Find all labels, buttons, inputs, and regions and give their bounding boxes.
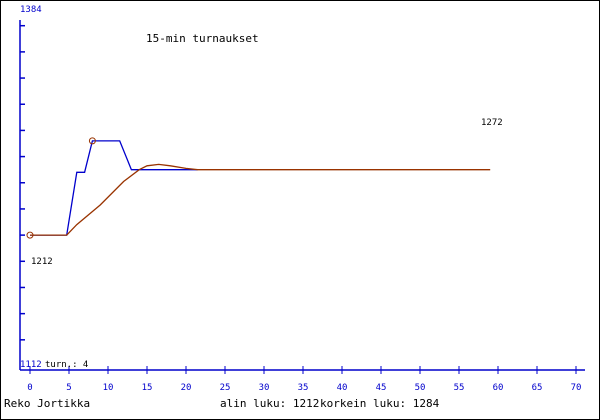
y-top-label: 1384	[20, 5, 42, 15]
chart-title: 15-min turnaukset	[146, 32, 259, 45]
x-tick-label: 0	[27, 383, 32, 393]
data-marker	[88, 137, 96, 145]
x-tick-label: 40	[337, 383, 348, 393]
x-tick-label: 10	[103, 383, 114, 393]
x-tick-label: 55	[454, 383, 465, 393]
marker-layer	[26, 137, 96, 239]
x-tick-label: 50	[415, 383, 426, 393]
series-line	[30, 140, 198, 236]
x-tick-label: 15	[142, 383, 153, 393]
x-tick-label: 30	[259, 383, 270, 393]
series-line	[30, 163, 491, 236]
y-bottom-label: 1112	[20, 360, 42, 370]
data-marker	[26, 231, 34, 239]
author-name: Reko Jortikka	[4, 397, 90, 410]
turns-label: turn.: 4	[45, 360, 88, 370]
end-value-label: 1272	[481, 118, 503, 128]
x-tick-label: 25	[220, 383, 231, 393]
x-tick-label: 35	[298, 383, 309, 393]
x-tick-label: 20	[181, 383, 192, 393]
x-axis-ticks: 0 5 10 15 20 25 30 35 40 45 50 55 60 65 70	[20, 366, 585, 393]
series-layer	[30, 140, 491, 236]
x-tick-label: 70	[571, 383, 582, 393]
x-tick-label: 65	[532, 383, 543, 393]
x-tick-label: 45	[376, 383, 387, 393]
max-value-label: korkein luku: 1284	[320, 397, 440, 410]
x-tick-label: 60	[493, 383, 504, 393]
y-axis-ticks	[19, 20, 25, 370]
start-value-label: 1212	[31, 257, 53, 267]
x-tick-label: 5	[66, 383, 71, 393]
min-value-label: alin luku: 1212	[220, 397, 319, 410]
